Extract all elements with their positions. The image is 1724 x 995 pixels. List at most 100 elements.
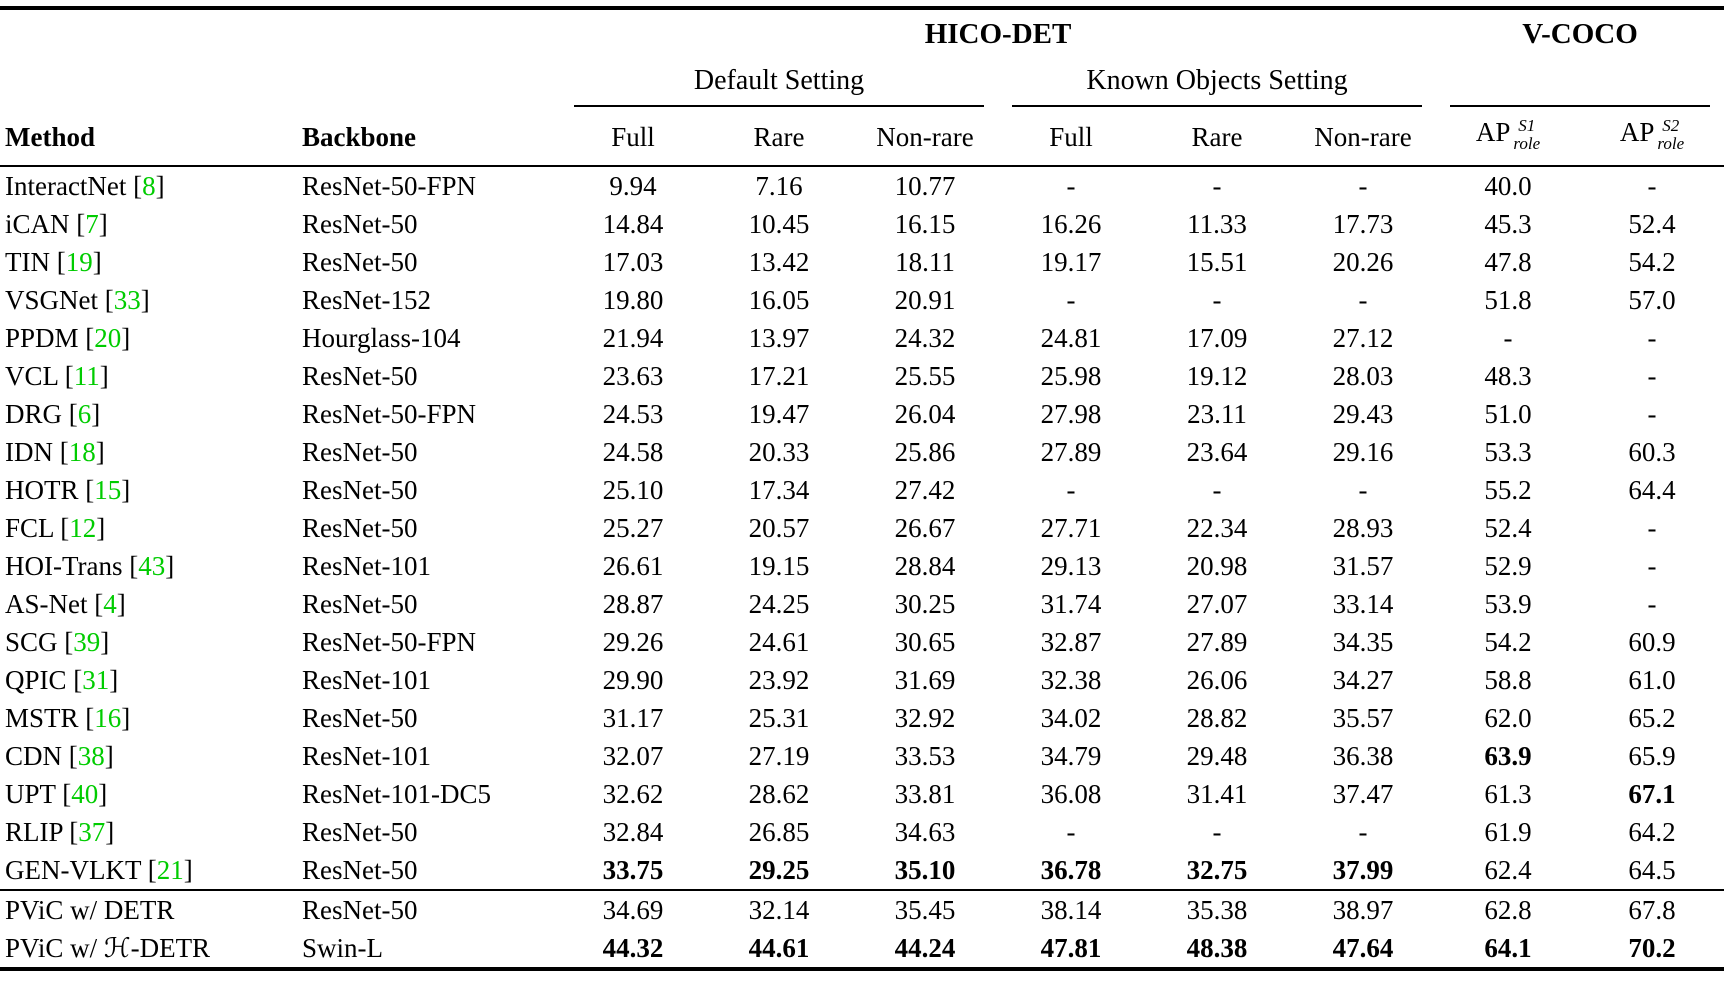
method-name: PViC w/ DETR [5, 894, 175, 925]
backbone-cell: ResNet-50-FPN [302, 398, 476, 429]
subgroup-header-row: Default Setting Known Objects Setting [0, 61, 1724, 107]
method-name: HOTR [5, 474, 79, 505]
value-cell: 25.31 [748, 702, 810, 733]
backbone-cell: ResNet-50-FPN [302, 170, 476, 201]
backbone-cell: ResNet-50 [302, 854, 418, 885]
method-cell: QPIC [31] [5, 664, 119, 695]
value-cell: - [1066, 284, 1076, 315]
value-cell: 17.03 [602, 246, 664, 277]
value-cell: 44.32 [602, 932, 664, 963]
value-cell: 44.24 [894, 932, 956, 963]
value-cell: 21.94 [602, 322, 664, 353]
ap-s2-sub: role [1657, 133, 1685, 153]
value-cell: 53.3 [1484, 436, 1532, 467]
method-cell: DRG [6] [5, 398, 101, 429]
method-name: HOI-Trans [5, 550, 123, 581]
value-cell: 17.09 [1186, 322, 1248, 353]
value-cell: 51.0 [1484, 398, 1532, 429]
table-row: DRG [6] ResNet-50-FPN 24.53 19.47 26.04 27.98… [0, 395, 1724, 433]
column-header-rare-known: Rare [1144, 107, 1290, 167]
value-cell: 38.97 [1290, 888, 1437, 929]
backbone-cell: ResNet-50-FPN [302, 626, 476, 657]
value-cell: 28.62 [748, 778, 810, 809]
value-cell: - [1066, 816, 1076, 847]
method-cell: SCG [39] [5, 626, 110, 657]
method-cell: PViC w/ ℋ-DETR [0, 929, 290, 969]
value-cell: 33.14 [1332, 588, 1394, 619]
citation-number: 20 [94, 322, 122, 353]
value-cell: 25.10 [602, 474, 664, 505]
value-cell: 26.61 [602, 550, 664, 581]
method-name: SCG [5, 626, 58, 657]
method-name: IDN [5, 436, 53, 467]
value-cell: 60.9 [1628, 626, 1676, 657]
value-cell: 63.9 [1484, 740, 1532, 771]
ap-s1-label: AP S1 role [1475, 116, 1541, 153]
value-cell: 31.69 [894, 664, 956, 695]
backbone-cell: ResNet-50 [302, 246, 418, 277]
table-row: PViC w/ DETR ResNet-50 34.69 32.14 35.45 38.1… [0, 888, 1724, 929]
value-cell: 28.87 [602, 588, 664, 619]
table-row: GEN-VLKT [21] ResNet-50 33.75 29.25 35.10 36.… [0, 851, 1724, 890]
backbone-cell: ResNet-50 [302, 588, 418, 619]
value-cell: 22.34 [1186, 512, 1248, 543]
citation-number: 15 [94, 474, 122, 505]
table-row: FCL [12] ResNet-50 25.27 20.57 26.67 27.71 22.… [0, 509, 1724, 547]
citation-number: 8 [142, 170, 156, 201]
citation-number: 37 [78, 816, 106, 847]
table-row: HOI-Trans [43] ResNet-101 26.61 19.15 28.84 2… [0, 547, 1724, 585]
value-cell: - [1647, 398, 1657, 429]
value-cell: 26.06 [1186, 664, 1248, 695]
value-cell: 15.51 [1186, 246, 1248, 277]
value-cell: 37.47 [1332, 778, 1394, 809]
value-cell: 32.92 [894, 702, 956, 733]
value-cell: 54.2 [1628, 246, 1676, 277]
value-cell: - [1358, 170, 1368, 201]
value-cell: 36.08 [1040, 778, 1102, 809]
method-name: VCL [5, 360, 58, 391]
table-row: MSTR [16] ResNet-50 31.17 25.31 32.92 34.02 28… [0, 699, 1724, 737]
value-cell: 23.92 [748, 664, 810, 695]
value-cell: 16.15 [894, 208, 956, 239]
ap-s1-sup: S1 [1518, 116, 1536, 135]
value-cell: 27.42 [894, 474, 956, 505]
value-cell: 62.4 [1484, 854, 1532, 885]
value-cell: 44.61 [748, 932, 810, 963]
value-cell: 61.0 [1628, 664, 1676, 695]
method-cell: GEN-VLKT [21] [5, 854, 193, 885]
citation-number: 31 [82, 664, 110, 695]
method-name: DRG [5, 398, 63, 429]
method-name: RLIP [5, 816, 63, 847]
value-cell: 7.16 [755, 170, 803, 201]
value-cell: 17.73 [1332, 208, 1394, 239]
column-header-nonrare-default: Non-rare [852, 107, 998, 167]
table-header: HICO-DET V-COCO Default Setting Known Ob… [0, 8, 1724, 167]
table-row: HOTR [15] ResNet-50 25.10 17.34 27.42 - - - 55.2… [0, 471, 1724, 509]
backbone-cell: ResNet-50 [302, 436, 418, 467]
value-cell: 64.4 [1628, 474, 1676, 505]
value-cell: 29.90 [602, 664, 664, 695]
value-cell: 55.2 [1484, 474, 1532, 505]
backbone-cell: ResNet-50 [302, 360, 418, 391]
results-table: HICO-DET V-COCO Default Setting Known Ob… [0, 6, 1724, 971]
value-cell: 34.27 [1332, 664, 1394, 695]
value-cell: 28.82 [1186, 702, 1248, 733]
value-cell: - [1647, 360, 1657, 391]
value-cell: 32.87 [1040, 626, 1102, 657]
value-cell: - [1647, 322, 1657, 353]
backbone-cell: ResNet-50 [302, 474, 418, 505]
value-cell: 19.15 [748, 550, 810, 581]
value-cell: 32.75 [1186, 854, 1248, 885]
method-cell: HOTR [15] [5, 474, 131, 505]
value-cell: 32.84 [602, 816, 664, 847]
value-cell: 17.34 [748, 474, 810, 505]
table-row: IDN [18] ResNet-50 24.58 20.33 25.86 27.89 23.… [0, 433, 1724, 471]
method-cell: VSGNet [33] [5, 284, 150, 315]
method-cell: CDN [38] [5, 740, 114, 771]
subgroup-default-setting-label: Default Setting [574, 61, 984, 107]
value-cell: 52.4 [1484, 512, 1532, 543]
value-cell: 17.21 [748, 360, 810, 391]
citation-number: 21 [156, 854, 184, 885]
value-cell: 47.8 [1484, 246, 1532, 277]
backbone-cell: ResNet-152 [302, 284, 431, 315]
